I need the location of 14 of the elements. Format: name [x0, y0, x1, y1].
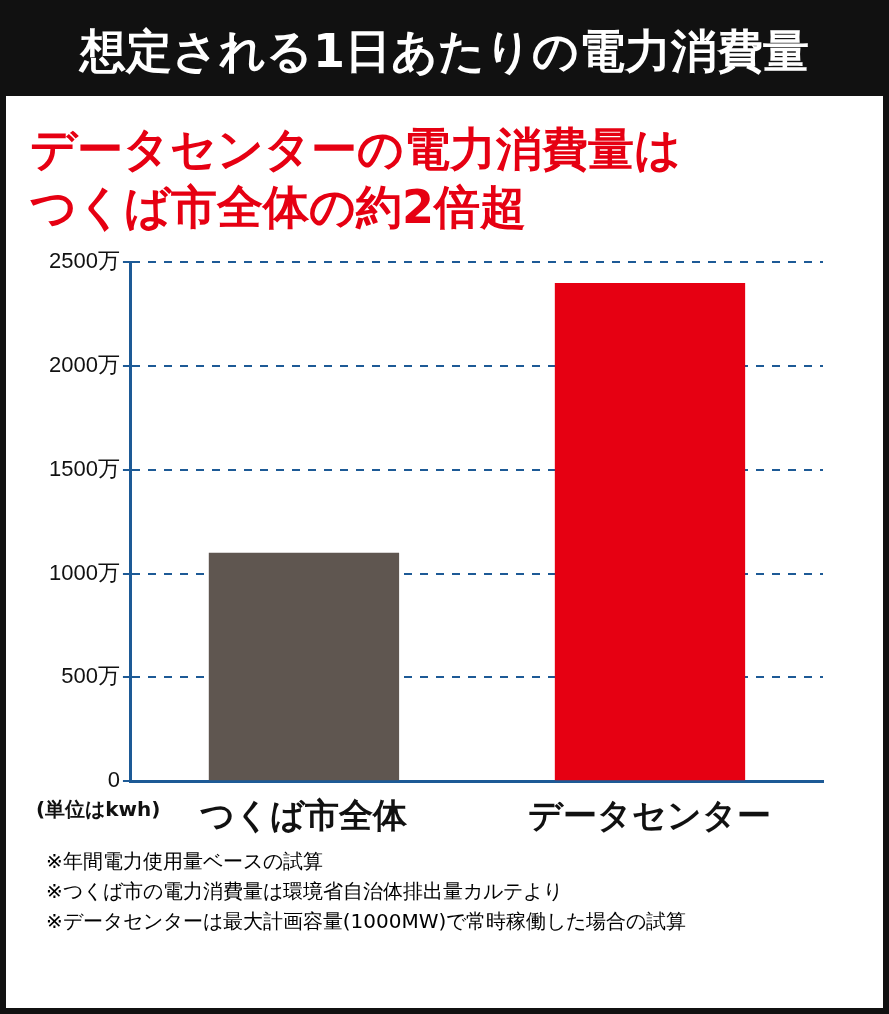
y-tick-label: 2000万 [48, 352, 120, 378]
x-tick-label: データセンター [528, 795, 772, 834]
text: ※データセンターは最大計画容量(1000MW)で常時稼働した場合の試算 [46, 908, 688, 935]
y-axis-title: (単位はkwh) [36, 797, 161, 822]
y-tick-label: 500万 [61, 663, 120, 689]
text: ※年間電力使用量ベースの試算 [46, 848, 324, 875]
x-tick-label: つくば市全体 [200, 795, 409, 834]
y-tick-label: 1000万 [48, 559, 120, 585]
y-tick-label: 1500万 [48, 455, 120, 481]
y-tick-label: 0 [107, 767, 120, 793]
y-tick-label: 2500万 [48, 248, 120, 274]
chart-title: 想定される1日あたりの電力消費量 [6, 6, 883, 96]
text: ※つくば市の電力消費量は環境省自治体排出量カルテより [46, 878, 564, 905]
chart-subtitle: データセンターの電力消費量はつくば市全体の約2倍超 [30, 121, 682, 236]
